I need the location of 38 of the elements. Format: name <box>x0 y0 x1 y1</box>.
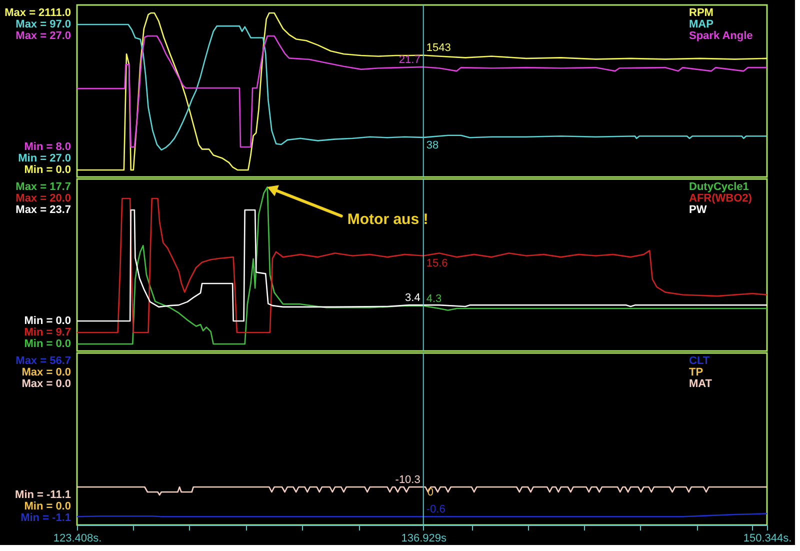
annotation: Motor aus ! <box>347 211 428 228</box>
text: Max = 0.0 <box>22 366 71 378</box>
y2-tick-label: Min = -11.1 <box>15 489 71 501</box>
data-label: 1543 <box>426 42 451 54</box>
y2-tick-label: Max = 97.0 <box>16 18 71 31</box>
data-label: 3.4 <box>405 292 420 304</box>
text: RPM <box>689 7 714 19</box>
y-tick-label: Max = 2111.0 <box>4 7 71 19</box>
data-label: -10.3 <box>395 474 420 486</box>
data-label: 4.3 <box>426 292 442 305</box>
text: Spark Angle <box>689 30 753 42</box>
legend-label: TP <box>689 366 704 378</box>
y-tick-label: Min = -1.1 <box>20 512 71 524</box>
y-tick-label: Min = 0.0 <box>24 338 71 350</box>
y2-tick-label: Min = 27.0 <box>18 152 71 165</box>
y2-tick-label: Max = 20.0 <box>16 192 71 204</box>
text: MAP <box>689 18 714 30</box>
data-label: -0.6 <box>426 504 446 516</box>
data-label: 38 <box>426 139 439 152</box>
y2-tick-label: Max = 0.0 <box>22 378 71 390</box>
y3-tick-label: Max = 23.7 <box>16 204 71 216</box>
y-tick-label: Min = 0.0 <box>24 164 71 176</box>
x-tick-label: 150.344s. <box>743 532 792 544</box>
x-tick-label: 123.408s. <box>53 532 102 544</box>
x-tick-label: 136.929s <box>401 532 447 544</box>
text: DutyCycle1 <box>689 181 749 193</box>
text: MAT <box>689 378 712 390</box>
text: PW <box>689 204 708 216</box>
text: AFR(WBO2) <box>689 192 752 204</box>
data-label: 21.7 <box>398 54 420 66</box>
y3-tick-label: Max = 27.0 <box>16 30 71 42</box>
text: CLT <box>689 355 710 367</box>
y-tick-label: Max = 17.7 <box>16 181 71 193</box>
y-tick-label: Max = 56.7 <box>16 355 71 367</box>
y2-tick-label: Min = 9.7 <box>24 326 71 338</box>
annotation: 0 <box>427 486 434 498</box>
data-label: 15.6 <box>426 258 448 270</box>
y3-tick-label: Min = 8.0 <box>24 141 71 153</box>
